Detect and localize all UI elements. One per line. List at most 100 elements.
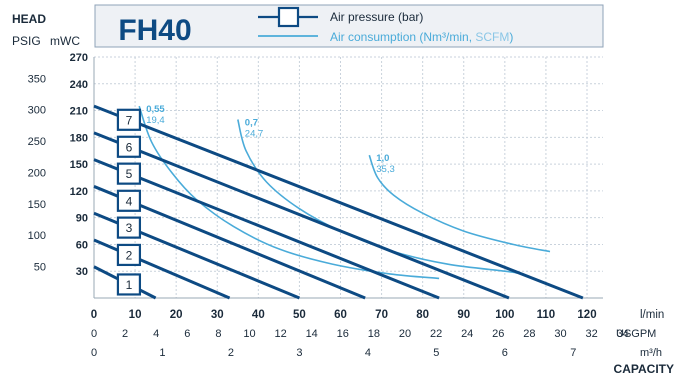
y-tick-label-mwc: 60: [76, 239, 88, 251]
x-tick-label-usgpm: 2: [122, 328, 128, 340]
x-tick-label-lmin: 80: [416, 309, 429, 321]
legend-consumption-suffix: ): [509, 30, 513, 44]
pressure-box-1: [116, 273, 142, 296]
x-tick-label-lmin: 120: [577, 309, 596, 321]
head-label: HEAD: [12, 12, 46, 26]
x-tick-label-usgpm: 28: [523, 328, 535, 340]
y-tick-label-mwc: 30: [76, 266, 88, 278]
consumption-curve-1-0: [368, 154, 551, 253]
pressure-box-label: 3: [126, 221, 133, 235]
pressure-box-label: 5: [126, 167, 133, 181]
x-tick-label-m3h: 4: [365, 347, 371, 359]
pressure-box-6: [116, 135, 142, 158]
pressure-box-label: 1: [126, 278, 133, 292]
consumption-label-nm3: 1,0: [376, 153, 389, 164]
capacity-label: CAPACITY: [614, 362, 674, 376]
pressure-box-4: [116, 189, 142, 212]
pressure-line-2-bar: [93, 238, 231, 300]
y-tick-label-psig: 100: [28, 230, 46, 242]
x-tick-label-m3h: 3: [296, 347, 302, 359]
x-tick-label-lmin: 40: [252, 309, 265, 321]
x-tick-label-m3h: 0: [91, 347, 97, 359]
consumption-label-scfm: 24,7: [245, 128, 264, 139]
x-unit-usgpm: USGPM: [616, 328, 656, 340]
x-tick-label-usgpm: 8: [215, 328, 221, 340]
legend-consumption-prefix: Air consumption (Nm³/min,: [330, 30, 475, 44]
legend-consumption-unit2: SCFM: [475, 30, 509, 44]
legend-pressure-label: Air pressure (bar): [330, 10, 423, 24]
x-tick-label-usgpm: 18: [368, 328, 380, 340]
consumption-curves: [138, 105, 551, 280]
mwc-label: mWC: [50, 34, 80, 48]
psig-label: PSIG: [12, 34, 41, 48]
pressure-box-label: 2: [126, 248, 133, 262]
consumption-label-scfm: 35,3: [376, 164, 395, 175]
y-tick-label-psig: 150: [28, 199, 46, 211]
pressure-box-label: 4: [126, 194, 133, 208]
x-tick-label-usgpm: 32: [585, 328, 597, 340]
x-unit-lmin: l/min: [640, 309, 664, 321]
x-tick-label-usgpm: 22: [430, 328, 442, 340]
axes: [93, 57, 603, 299]
y-tick-label-mwc: 90: [76, 213, 88, 225]
consumption-label-scfm: 19,4: [146, 115, 165, 126]
model-title: FH40: [118, 14, 191, 47]
pressure-line-5-bar: [93, 158, 440, 300]
legend-consumption: Air consumption (Nm³/min, SCFM): [258, 30, 513, 44]
legend-consumption-label: Air consumption (Nm³/min, SCFM): [330, 30, 513, 44]
x-tick-label-usgpm: 12: [274, 328, 286, 340]
y-tick-label-psig: 200: [28, 167, 46, 179]
x-unit-m3h: m³/h: [640, 347, 662, 359]
pressure-box-3: [116, 216, 142, 239]
legend-pressure-box: [277, 6, 300, 28]
x-tick-label-usgpm: 26: [492, 328, 504, 340]
x-tick-label-usgpm: 20: [399, 328, 411, 340]
title-box: [94, 4, 604, 48]
x-tick-label-m3h: 6: [502, 347, 508, 359]
x-tick-label-m3h: 1: [159, 347, 165, 359]
x-tick-label-lmin: 10: [129, 309, 142, 321]
y-tick-label-mwc: 120: [70, 186, 88, 198]
x-tick-label-usgpm: 34: [617, 328, 629, 340]
y-tick-label-mwc: 150: [70, 159, 88, 171]
y-tick-label-mwc: 180: [70, 132, 88, 144]
pressure-box-7: [116, 108, 142, 131]
pressure-box-5: [116, 162, 142, 185]
pressure-box-label: 7: [126, 113, 133, 127]
x-tick-label-m3h: 7: [570, 347, 576, 359]
pressure-line-6-bar: [93, 131, 510, 300]
y-tick-label-mwc: 210: [70, 106, 88, 118]
x-tick-label-lmin: 50: [293, 309, 306, 321]
x-tick-label-usgpm: 16: [337, 328, 349, 340]
tick-labels: 3060901201501802102402705010015020025030…: [28, 52, 665, 359]
x-tick-label-m3h: 2: [228, 347, 234, 359]
y-tick-label-psig: 350: [28, 73, 46, 85]
consumption-label-nm3: 0,55: [146, 104, 165, 115]
x-tick-label-lmin: 20: [170, 309, 183, 321]
x-tick-label-lmin: 90: [457, 309, 470, 321]
x-tick-label-usgpm: 10: [243, 328, 255, 340]
pressure-box-2: [116, 243, 142, 267]
y-tick-label-psig: 250: [28, 136, 46, 148]
x-tick-label-lmin: 70: [375, 309, 388, 321]
y-tick-label-mwc: 270: [70, 52, 88, 64]
x-tick-label-usgpm: 6: [184, 328, 190, 340]
x-tick-label-m3h: 5: [433, 347, 439, 359]
consumption-label-nm3: 0,7: [245, 117, 258, 128]
y-tick-label-psig: 300: [28, 105, 46, 117]
x-tick-label-usgpm: 4: [153, 328, 159, 340]
x-tick-label-lmin: 110: [537, 309, 556, 321]
x-tick-label-usgpm: 14: [306, 328, 318, 340]
legend-pressure: Air pressure (bar): [258, 6, 423, 28]
x-tick-label-usgpm: 24: [461, 328, 473, 340]
x-tick-label-lmin: 100: [495, 309, 514, 321]
y-tick-label-mwc: 240: [70, 79, 88, 91]
x-tick-label-lmin: 0: [91, 309, 97, 321]
x-tick-label-usgpm: 0: [91, 328, 97, 340]
x-tick-label-lmin: 30: [211, 309, 224, 321]
pressure-line-7-bar: [93, 104, 584, 300]
x-tick-label-usgpm: 30: [554, 328, 566, 340]
y-tick-label-psig: 50: [34, 262, 46, 274]
pressure-box-label: 6: [126, 140, 133, 154]
